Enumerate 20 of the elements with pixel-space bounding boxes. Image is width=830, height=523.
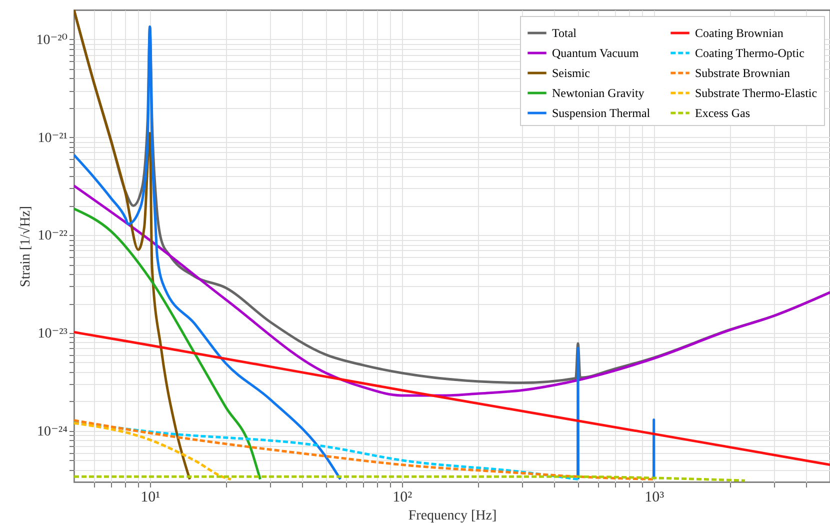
- x-tick-label: 10¹: [140, 490, 160, 506]
- y-tick-label: 10⁻²¹: [38, 130, 68, 146]
- legend-label: Total: [552, 26, 578, 40]
- legend-label: Seismic: [552, 66, 590, 80]
- legend-label: Newtonian Gravity: [552, 86, 644, 100]
- legend-label: Quantum Vacuum: [552, 46, 640, 60]
- y-tick-label: 10⁻²³: [38, 326, 68, 342]
- y-tick-label: 10⁻²⁰: [36, 32, 68, 48]
- legend-label: Coating Thermo-Optic: [695, 46, 804, 60]
- legend-label: Coating Brownian: [695, 26, 784, 40]
- y-tick-label: 10⁻²²: [38, 228, 68, 244]
- legend-label: Excess Gas: [695, 106, 750, 120]
- x-tick-label: 10²: [392, 490, 413, 506]
- y-tick-label: 10⁻²⁴: [37, 424, 68, 440]
- x-axis-title: Frequency [Hz]: [408, 508, 497, 523]
- legend-label: Suspension Thermal: [552, 106, 651, 120]
- legend-label: Substrate Thermo-Elastic: [695, 86, 818, 100]
- legend-label: Substrate Brownian: [695, 66, 790, 80]
- y-axis-title: Strain [1/√Hz]: [17, 206, 34, 288]
- x-tick-label: 10³: [644, 490, 665, 506]
